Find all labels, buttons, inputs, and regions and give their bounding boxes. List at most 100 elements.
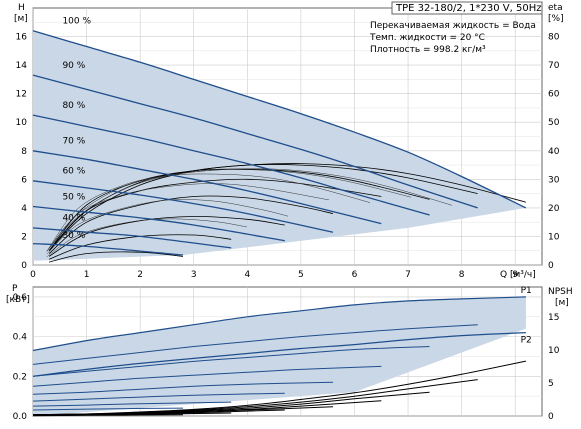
speed-label: 40 % bbox=[62, 214, 85, 224]
annotation-fluid: Перекачиваемая жидкость = Вода bbox=[370, 21, 536, 31]
power-area bbox=[33, 296, 526, 416]
x-tick-label: 9 bbox=[512, 270, 518, 280]
y-tick-label-right: 20 bbox=[548, 204, 560, 214]
speed-label: 80 % bbox=[62, 101, 85, 111]
x-tick-label: 0 bbox=[30, 270, 36, 280]
power-level-curve bbox=[32, 346, 430, 377]
head-curve bbox=[32, 205, 285, 242]
y-tick-label-left: 10 bbox=[16, 118, 28, 128]
efficiency-curve bbox=[48, 163, 527, 251]
y-tick-label-right: 10 bbox=[548, 346, 560, 356]
x-tick-label: 6 bbox=[352, 270, 358, 280]
title-box bbox=[391, 1, 543, 15]
x-axis-label-q: Q [м³/ч] bbox=[500, 270, 536, 280]
y-tick-label-left: 0.4 bbox=[13, 333, 28, 343]
head-curve bbox=[32, 242, 184, 256]
efficiency-curve-intermediate bbox=[46, 169, 412, 252]
operating-area bbox=[33, 30, 526, 261]
bottom-axis-ticks: 0.0 0.2 0.4 0.6 0 5 10 15 bbox=[13, 293, 560, 422]
y-axis-unit-percent: [%] bbox=[548, 14, 564, 24]
speed-label: 30 % bbox=[62, 231, 85, 241]
y-axis-label-h: H bbox=[18, 3, 25, 13]
y-tick-label-right: 0 bbox=[548, 261, 554, 271]
efficiency-curve-intermediate bbox=[46, 183, 330, 252]
y-tick-label-right: 50 bbox=[548, 118, 560, 128]
speed-label: 100 % bbox=[62, 17, 91, 27]
x-tick-label: 5 bbox=[298, 270, 304, 280]
head-curves bbox=[32, 30, 527, 256]
power-level-curve bbox=[32, 407, 184, 411]
speed-label: 90 % bbox=[62, 61, 85, 71]
y-tick-label-left: 6 bbox=[21, 175, 27, 185]
efficiency-curve bbox=[48, 168, 430, 251]
y-tick-label-right: 30 bbox=[548, 175, 560, 185]
power-level-curve bbox=[32, 324, 478, 365]
y-tick-label-left: 0.6 bbox=[13, 293, 28, 303]
efficiency-curve bbox=[49, 251, 184, 263]
y-tick-label-left: 8 bbox=[21, 147, 27, 157]
power-curves bbox=[32, 296, 526, 411]
efficiency-curve bbox=[48, 195, 334, 254]
annotation-temperature: Темп. жидкости = 20 °C bbox=[369, 33, 485, 43]
x-tick-label: 2 bbox=[137, 270, 143, 280]
y-axis-label-npsh: NPSH bbox=[548, 287, 573, 297]
efficiency-curve-intermediate bbox=[46, 218, 248, 258]
y-tick-label-left: 0.0 bbox=[13, 412, 28, 422]
y-tick-label-right: 70 bbox=[548, 61, 560, 71]
power-npsh-panel: 0.0 0.2 0.4 0.6 0 5 10 15 P1 P2 P [кВт] NPSH [м] bbox=[6, 284, 573, 422]
y-tick-label-right: 80 bbox=[548, 33, 560, 43]
y-axis-unit-m: [м] bbox=[14, 14, 28, 24]
chart-title: TPE 32-180/2, 1*230 V, 50Hz bbox=[395, 3, 541, 14]
y-axis-unit-m-npsh: [м] bbox=[555, 298, 569, 308]
power-curve bbox=[32, 296, 526, 352]
y-tick-label-right: 10 bbox=[548, 232, 560, 242]
x-tick-label: 3 bbox=[191, 270, 197, 280]
head-curve bbox=[32, 30, 527, 209]
power-level-curve bbox=[32, 365, 382, 387]
y-tick-label-left: 0.2 bbox=[13, 372, 27, 382]
x-tick-label: 8 bbox=[459, 270, 465, 280]
annotation-density: Плотность = 998.2 кг/м³ bbox=[370, 45, 486, 55]
efficiency-curves bbox=[46, 163, 527, 263]
power-curve bbox=[32, 332, 526, 377]
y-tick-label-right: 5 bbox=[548, 379, 554, 389]
head-curve bbox=[32, 74, 478, 209]
y-tick-label-left: 16 bbox=[16, 33, 28, 43]
speed-label: 50 % bbox=[62, 192, 85, 202]
efficiency-curve-intermediate bbox=[46, 168, 453, 252]
series-label-p2: P2 bbox=[521, 336, 532, 346]
head-curve bbox=[32, 114, 430, 216]
power-level-curve bbox=[32, 381, 334, 395]
efficiency-curve-intermediate bbox=[46, 173, 371, 252]
npsh-curves bbox=[32, 360, 527, 417]
x-tick-label: 7 bbox=[405, 270, 411, 280]
power-area-fill bbox=[33, 296, 526, 416]
npsh-curve bbox=[32, 414, 184, 417]
y-tick-label-right: 60 bbox=[548, 90, 560, 100]
efficiency-curve bbox=[48, 164, 478, 251]
y-axis-label-eta: eta bbox=[548, 3, 563, 13]
y-tick-label-left: 2 bbox=[21, 232, 27, 242]
series-label-p1: P1 bbox=[521, 286, 532, 296]
speed-label: 60 % bbox=[62, 167, 85, 177]
power-series-labels: P1 P2 bbox=[521, 286, 532, 346]
x-tick-label: 4 bbox=[244, 270, 250, 280]
head-curve bbox=[32, 227, 232, 249]
operating-area-fill bbox=[33, 30, 526, 261]
power-level-curve bbox=[32, 392, 285, 402]
efficiency-curve bbox=[48, 216, 285, 257]
efficiency-curve bbox=[48, 178, 382, 251]
x-tick-label: 1 bbox=[84, 270, 90, 280]
y-tick-label-right: 0 bbox=[548, 412, 554, 422]
speed-labels: 100 % 90 % 80 % 70 % 60 % 50 % 40 % 30 % bbox=[62, 17, 91, 241]
y-tick-label-left: 12 bbox=[16, 90, 27, 100]
head-curve bbox=[32, 150, 382, 225]
y-tick-label-right: 15 bbox=[548, 313, 559, 323]
y-axis-label-p: P bbox=[12, 284, 18, 294]
y-tick-label-left: 4 bbox=[21, 204, 27, 214]
speed-label: 70 % bbox=[62, 137, 85, 147]
head-efficiency-panel: 0 1 2 3 4 5 6 7 8 9024681012141601020304050607080… bbox=[14, 1, 564, 280]
